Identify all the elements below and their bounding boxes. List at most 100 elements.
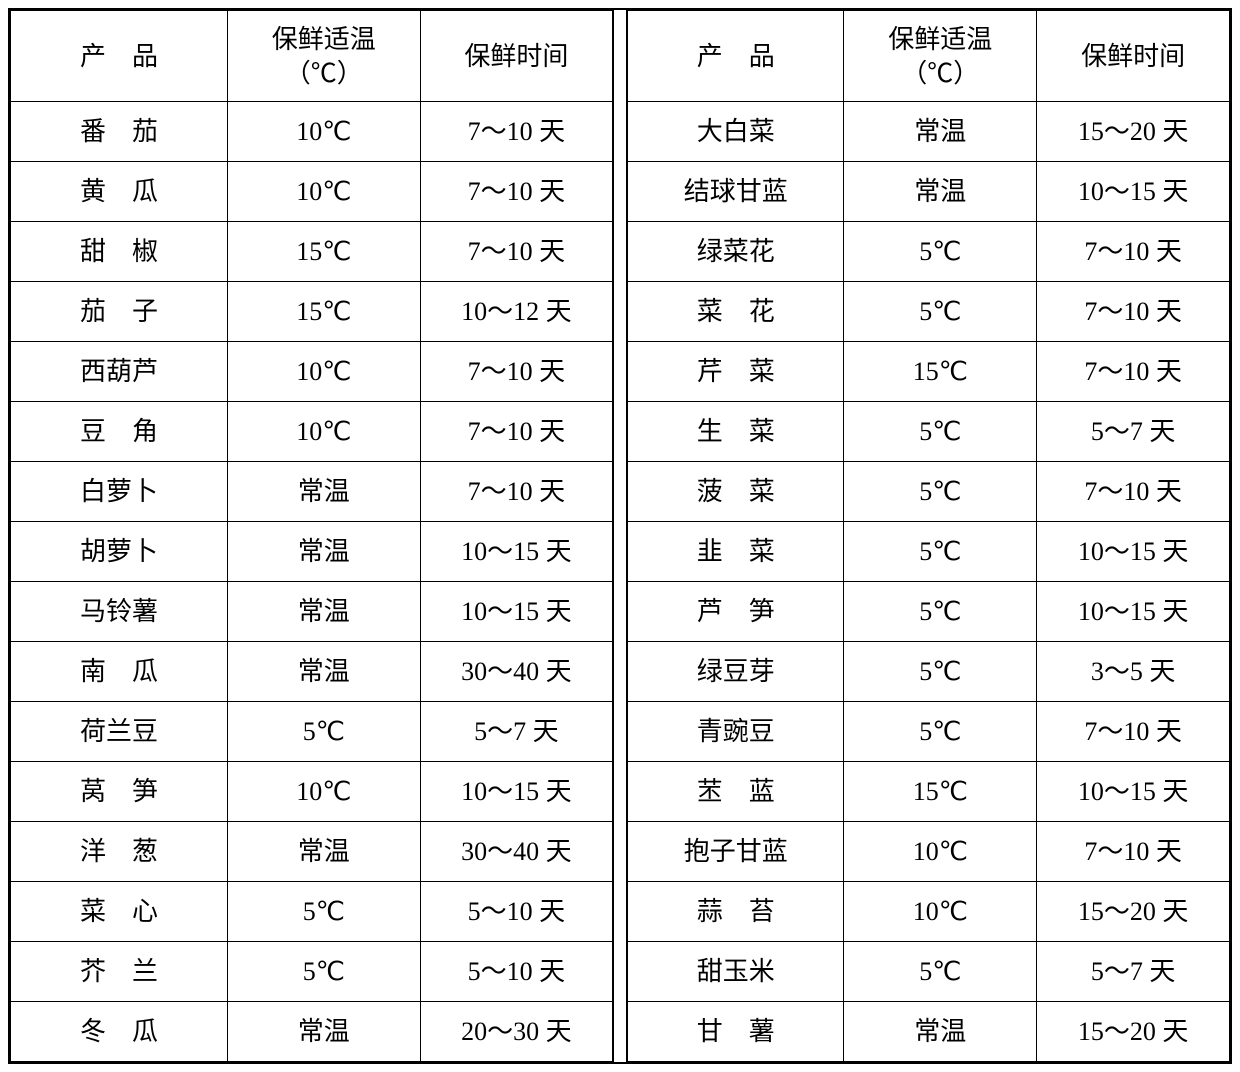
- cell-time: 7～10 天: [1037, 701, 1230, 761]
- table-header-row: 产 品 保鲜适温 （℃） 保鲜时间: [11, 11, 614, 102]
- cell-product: 韭 菜: [627, 521, 844, 581]
- cell-product: 胡萝卜: [11, 521, 228, 581]
- right-table: 产 品 保鲜适温 （℃） 保鲜时间 大白菜常温15～20 天结球甘蓝常温10～1…: [626, 10, 1230, 1062]
- table-header-row: 产 品 保鲜适温 （℃） 保鲜时间: [627, 11, 1230, 102]
- cell-temp: 10℃: [844, 821, 1037, 881]
- cell-temp: 常温: [227, 521, 420, 581]
- table-row: 南 瓜常温30～40 天: [11, 641, 614, 701]
- cell-product: 苤 蓝: [627, 761, 844, 821]
- cell-product: 荷兰豆: [11, 701, 228, 761]
- table-row: 蒜 苔10℃15～20 天: [627, 881, 1230, 941]
- table-row: 甜玉米5℃5～7 天: [627, 941, 1230, 1001]
- table-row: 韭 菜5℃10～15 天: [627, 521, 1230, 581]
- cell-temp: 10℃: [227, 761, 420, 821]
- cell-temp: 5℃: [844, 461, 1037, 521]
- cell-product: 菠 菜: [627, 461, 844, 521]
- cell-time: 7～10 天: [420, 461, 613, 521]
- header-time: 保鲜时间: [1037, 11, 1230, 102]
- cell-temp: 5℃: [227, 941, 420, 1001]
- cell-time: 10～15 天: [1037, 521, 1230, 581]
- table-row: 芦 笋5℃10～15 天: [627, 581, 1230, 641]
- cell-time: 7～10 天: [1037, 221, 1230, 281]
- cell-product: 芹 菜: [627, 341, 844, 401]
- table-row: 芥 兰5℃5～10 天: [11, 941, 614, 1001]
- header-product: 产 品: [11, 11, 228, 102]
- cell-product: 黄 瓜: [11, 161, 228, 221]
- cell-product: 菜 心: [11, 881, 228, 941]
- cell-temp: 5℃: [844, 401, 1037, 461]
- cell-product: 绿豆芽: [627, 641, 844, 701]
- cell-time: 15～20 天: [1037, 881, 1230, 941]
- cell-temp: 15℃: [227, 221, 420, 281]
- table-row: 豆 角10℃7～10 天: [11, 401, 614, 461]
- header-temp: 保鲜适温 （℃）: [844, 11, 1037, 102]
- cell-time: 30～40 天: [420, 821, 613, 881]
- table-row: 菜 心5℃5～10 天: [11, 881, 614, 941]
- cell-temp: 5℃: [844, 701, 1037, 761]
- table-row: 绿豆芽5℃3～5 天: [627, 641, 1230, 701]
- cell-time: 10～15 天: [1037, 581, 1230, 641]
- cell-temp: 15℃: [844, 761, 1037, 821]
- cell-product: 莴 笋: [11, 761, 228, 821]
- cell-product: 青豌豆: [627, 701, 844, 761]
- cell-product: 绿菜花: [627, 221, 844, 281]
- table-row: 苤 蓝15℃10～15 天: [627, 761, 1230, 821]
- cell-time: 7～10 天: [420, 341, 613, 401]
- tables-wrapper: 产 品 保鲜适温 （℃） 保鲜时间 番 茄10℃7～10 天黄 瓜10℃7～10…: [8, 8, 1232, 1064]
- table-row: 生 菜5℃5～7 天: [627, 401, 1230, 461]
- cell-temp: 5℃: [227, 701, 420, 761]
- table-row: 洋 葱常温30～40 天: [11, 821, 614, 881]
- header-temp-line1: 保鲜适温: [272, 25, 376, 54]
- cell-product: 西葫芦: [11, 341, 228, 401]
- right-tbody: 大白菜常温15～20 天结球甘蓝常温10～15 天绿菜花5℃7～10 天菜 花5…: [627, 101, 1230, 1061]
- table-row: 冬 瓜常温20～30 天: [11, 1001, 614, 1061]
- table-row: 青豌豆5℃7～10 天: [627, 701, 1230, 761]
- cell-time: 7～10 天: [420, 221, 613, 281]
- table-row: 马铃薯常温10～15 天: [11, 581, 614, 641]
- cell-time: 15～20 天: [1037, 101, 1230, 161]
- cell-time: 5～7 天: [1037, 401, 1230, 461]
- header-temp-line1: 保鲜适温: [888, 25, 992, 54]
- cell-product: 抱子甘蓝: [627, 821, 844, 881]
- cell-temp: 5℃: [844, 581, 1037, 641]
- cell-temp: 常温: [227, 821, 420, 881]
- cell-product: 冬 瓜: [11, 1001, 228, 1061]
- cell-time: 5～10 天: [420, 881, 613, 941]
- table-row: 菠 菜5℃7～10 天: [627, 461, 1230, 521]
- table-row: 胡萝卜常温10～15 天: [11, 521, 614, 581]
- table-row: 甘 薯常温15～20 天: [627, 1001, 1230, 1061]
- header-temp: 保鲜适温 （℃）: [227, 11, 420, 102]
- cell-product: 菜 花: [627, 281, 844, 341]
- cell-time: 10～15 天: [1037, 761, 1230, 821]
- cell-product: 马铃薯: [11, 581, 228, 641]
- table-row: 白萝卜常温7～10 天: [11, 461, 614, 521]
- header-temp-line2: （℃）: [901, 59, 979, 88]
- cell-temp: 5℃: [844, 521, 1037, 581]
- cell-time: 7～10 天: [1037, 461, 1230, 521]
- cell-time: 10～15 天: [1037, 161, 1230, 221]
- table-row: 茄 子15℃10～12 天: [11, 281, 614, 341]
- cell-temp: 常温: [844, 101, 1037, 161]
- cell-time: 5～7 天: [420, 701, 613, 761]
- cell-time: 20～30 天: [420, 1001, 613, 1061]
- cell-product: 番 茄: [11, 101, 228, 161]
- cell-temp: 5℃: [844, 221, 1037, 281]
- cell-temp: 常温: [227, 461, 420, 521]
- table-row: 绿菜花5℃7～10 天: [627, 221, 1230, 281]
- cell-time: 10～15 天: [420, 581, 613, 641]
- cell-temp: 5℃: [844, 641, 1037, 701]
- cell-temp: 5℃: [227, 881, 420, 941]
- cell-product: 结球甘蓝: [627, 161, 844, 221]
- table-row: 莴 笋10℃10～15 天: [11, 761, 614, 821]
- cell-product: 甜 椒: [11, 221, 228, 281]
- left-tbody: 番 茄10℃7～10 天黄 瓜10℃7～10 天甜 椒15℃7～10 天茄 子1…: [11, 101, 614, 1061]
- table-row: 芹 菜15℃7～10 天: [627, 341, 1230, 401]
- cell-temp: 10℃: [227, 341, 420, 401]
- table-row: 菜 花5℃7～10 天: [627, 281, 1230, 341]
- cell-temp: 常温: [844, 1001, 1037, 1061]
- cell-time: 7～10 天: [420, 401, 613, 461]
- cell-time: 10～15 天: [420, 761, 613, 821]
- header-product: 产 品: [627, 11, 844, 102]
- cell-product: 芥 兰: [11, 941, 228, 1001]
- cell-time: 7～10 天: [420, 161, 613, 221]
